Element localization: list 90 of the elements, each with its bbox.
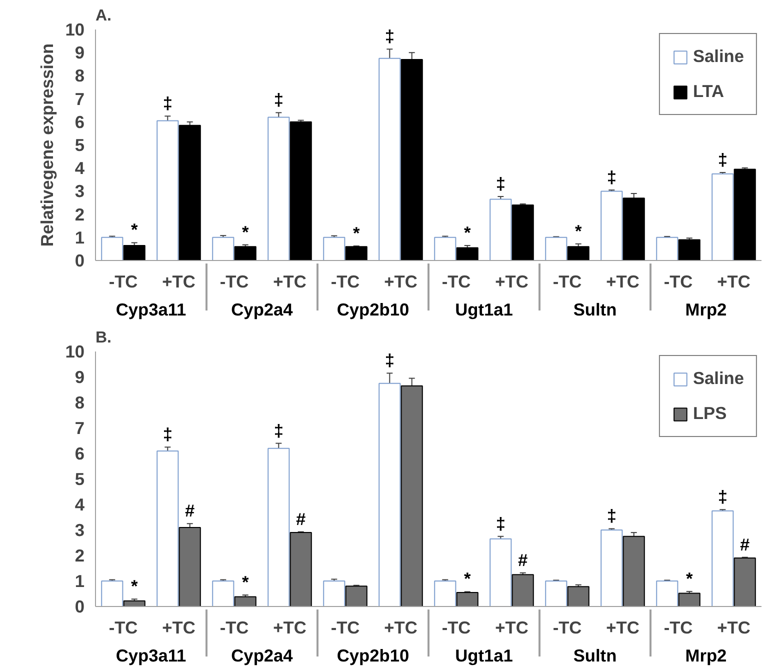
- legend-label: LPS: [692, 403, 727, 424]
- data-label: ‡: [274, 90, 284, 110]
- y-tick-label: 7: [74, 88, 85, 109]
- data-label: *: [574, 220, 582, 241]
- y-tick-label: 0: [74, 596, 85, 616]
- text: Ugt1a1: [455, 300, 514, 320]
- y-tick-label: 1: [74, 227, 85, 248]
- x-tick-label: -TC: [220, 618, 250, 638]
- data-label: ‡: [496, 513, 506, 534]
- x-tick-label: -TC: [442, 272, 472, 292]
- x-tick-label: -TC: [442, 618, 472, 638]
- y-tick-label: 0: [74, 250, 85, 270]
- data-label: ‡: [274, 420, 284, 440]
- y-tick-label: 6: [74, 112, 85, 132]
- text: Cyp2a4: [231, 646, 294, 666]
- data-label: #: [185, 500, 196, 521]
- text: Cyp3a11: [116, 646, 187, 666]
- x-tick-label: -TC: [664, 618, 694, 638]
- y-tick-label: 6: [74, 444, 85, 464]
- x-tick-label: +TC: [384, 618, 418, 638]
- x-tick-label: +TC: [162, 272, 196, 292]
- text: Mrp2: [685, 300, 727, 320]
- data-label: ‡: [606, 167, 616, 188]
- data-label: *: [464, 222, 471, 242]
- y-tick-label: 9: [74, 42, 85, 63]
- data-label: *: [242, 222, 249, 242]
- x-tick-label: +TC: [162, 618, 196, 638]
- data-label: #: [296, 508, 306, 529]
- y-tick-label: 8: [74, 66, 85, 86]
- data-label: ‡: [384, 26, 394, 46]
- text: Ugt1a1: [455, 646, 514, 666]
- text: Sultn: [573, 300, 617, 320]
- x-tick-label: -TC: [552, 618, 582, 638]
- x-tick-label: -TC: [664, 272, 694, 292]
- x-tick-label: -TC: [330, 272, 360, 292]
- legend-label: Saline: [692, 368, 744, 389]
- y-tick-label: 3: [74, 520, 85, 540]
- y-tick-label: 1: [74, 571, 85, 591]
- x-tick-label: +TC: [717, 618, 751, 638]
- data-label: ‡: [606, 506, 616, 526]
- legend-label: LTA: [692, 81, 724, 102]
- text: Cyp2b10: [336, 646, 410, 666]
- x-tick-label: +TC: [273, 618, 307, 638]
- y-tick-label: 9: [74, 367, 85, 387]
- y-tick-label: 8: [74, 392, 85, 412]
- x-tick-label: -TC: [330, 618, 360, 638]
- y-tick-label: 10: [65, 342, 85, 362]
- data-label: ‡: [718, 486, 728, 507]
- y-axis-title: Relativegene expression: [37, 43, 58, 247]
- text: Cyp2b10: [336, 300, 410, 320]
- x-tick-label: +TC: [273, 272, 307, 292]
- x-tick-label: +TC: [495, 618, 529, 638]
- chart-title: B.: [96, 330, 112, 346]
- text: Cyp3a11: [116, 300, 187, 320]
- text: Mrp2: [685, 646, 727, 666]
- y-tick-label: 2: [74, 204, 85, 224]
- x-tick-label: -TC: [108, 272, 138, 292]
- y-tick-label: 7: [74, 418, 85, 438]
- x-tick-label: +TC: [606, 618, 640, 638]
- data-label: *: [130, 220, 138, 240]
- x-tick-label: -TC: [108, 618, 138, 638]
- data-label: ‡: [718, 149, 728, 170]
- data-label: *: [686, 568, 693, 588]
- data-label: *: [352, 222, 360, 243]
- data-label: ‡: [496, 174, 506, 194]
- y-tick-label: 10: [65, 20, 85, 40]
- data-label: *: [464, 568, 471, 589]
- data-label: ‡: [162, 424, 172, 444]
- data-label: *: [130, 576, 138, 596]
- x-tick-label: +TC: [495, 272, 529, 292]
- text: Cyp2a4: [231, 300, 294, 320]
- x-tick-label: +TC: [606, 272, 640, 292]
- data-label: ‡: [384, 350, 394, 370]
- x-tick-label: -TC: [220, 272, 250, 292]
- legend-label: Saline: [692, 46, 744, 67]
- x-tick-label: -TC: [552, 272, 582, 292]
- x-tick-label: +TC: [384, 272, 418, 292]
- y-tick-label: 2: [74, 546, 85, 566]
- y-tick-label: 3: [74, 181, 85, 202]
- x-tick-label: +TC: [717, 272, 751, 292]
- chart-title: A.: [96, 8, 112, 24]
- text: Sultn: [573, 646, 617, 666]
- y-tick-label: 4: [74, 494, 85, 514]
- y-tick-label: 4: [74, 158, 85, 178]
- y-tick-label: 5: [74, 135, 85, 155]
- data-label: *: [242, 572, 249, 592]
- data-label: #: [740, 534, 750, 554]
- y-tick-label: 5: [74, 469, 85, 489]
- data-label: ‡: [162, 93, 172, 114]
- data-label: #: [518, 550, 528, 570]
